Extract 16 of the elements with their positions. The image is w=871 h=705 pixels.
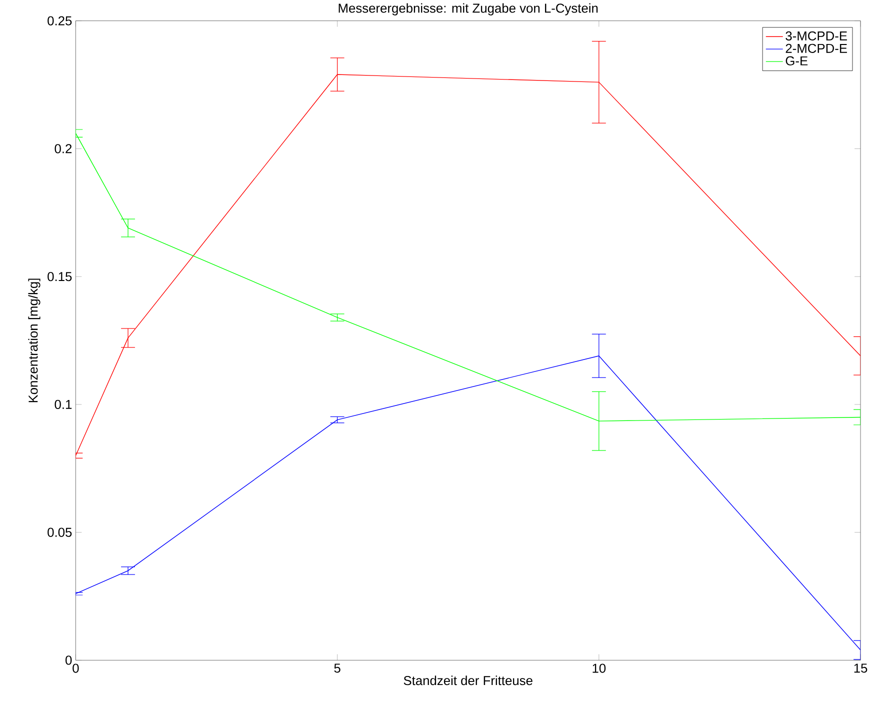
- x-tick-label: 5: [334, 664, 340, 673]
- legend-label: 2-MCPD-E: [786, 44, 847, 53]
- y-tick-label: 0.2: [54, 144, 72, 154]
- legend-label: G-E: [786, 56, 808, 66]
- x-tick-label: 15: [854, 664, 868, 673]
- y-tick-label: 0.1: [54, 400, 72, 409]
- chart-title: Messerergebnisse: mit Zugabe von L-Cystein: [338, 3, 598, 16]
- y-tick-label: 0.05: [48, 528, 72, 537]
- x-tick-label: 10: [592, 664, 606, 673]
- y-tick-label: 0.15: [48, 272, 72, 282]
- x-tick-label: 0: [72, 664, 79, 673]
- y-tick-label: 0.25: [48, 16, 72, 26]
- x-axis-title: Standzeit der Fritteuse: [404, 676, 532, 686]
- y-tick-label: 0: [66, 656, 72, 665]
- legend-label: 3-MCPD-E: [786, 31, 847, 40]
- y-axis-title: Konzentration [mg/kg]: [28, 278, 40, 402]
